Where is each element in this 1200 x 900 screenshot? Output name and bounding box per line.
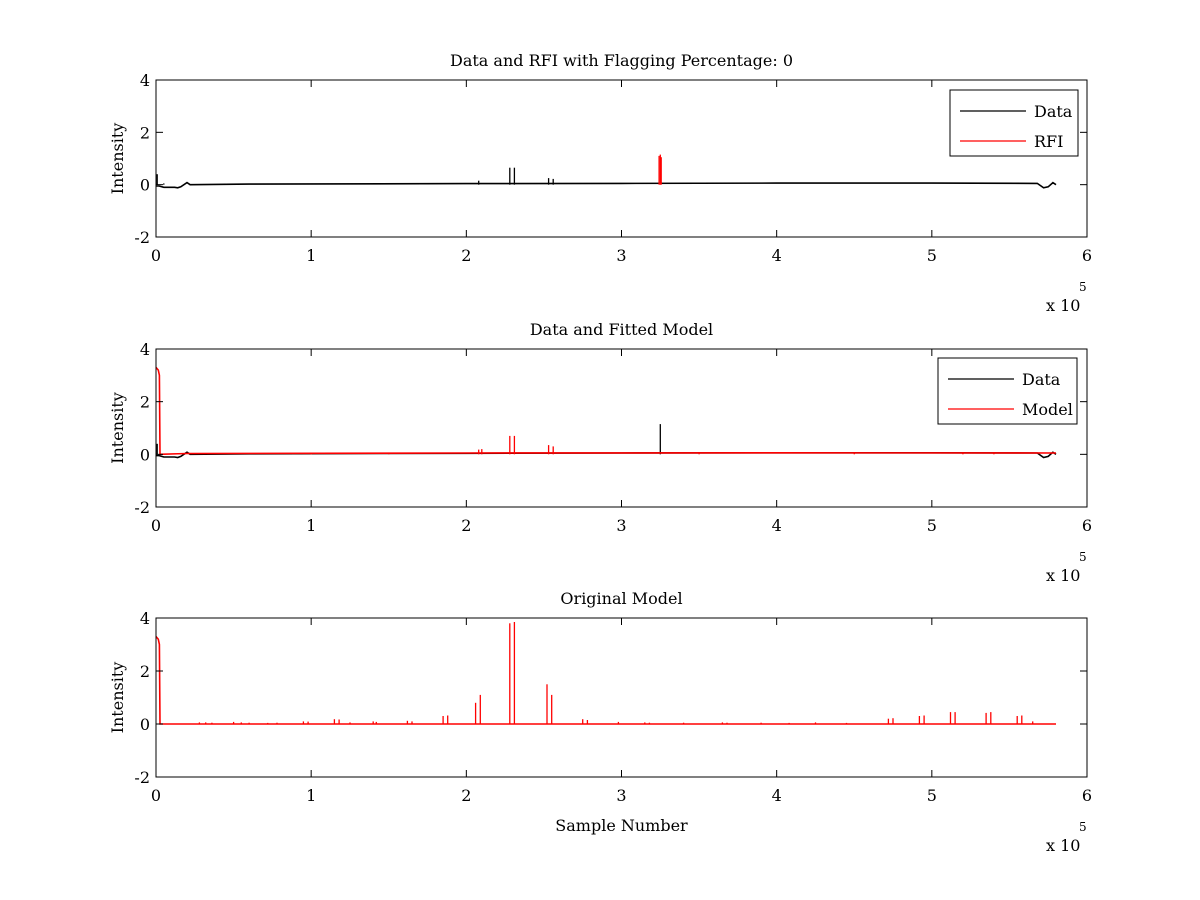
series-data-1 [156,167,1057,189]
x-tick-label: 5 [927,516,937,535]
x-multiplier-label: x 10 [1046,566,1080,585]
x-tick-label: 5 [927,786,937,805]
x-tick-label: 4 [772,246,782,265]
legend: Data Model [937,357,1078,425]
y-axis-label: Intensity [108,662,127,734]
x-tick-label: 3 [616,516,626,535]
x-tick-label: 0 [151,516,161,535]
chart-title: Data and Fitted Model [530,320,713,339]
x-tick-label: 1 [306,786,316,805]
y-tick-label: 0 [140,445,150,464]
legend: Data RFI [949,89,1079,157]
y-tick-label: -2 [134,228,150,247]
y-tick-label: -2 [134,498,150,517]
y-tick-label: 2 [140,662,150,681]
legend-entry: RFI [1034,132,1063,151]
series-line [155,366,1057,456]
y-axis-label: Intensity [108,123,127,195]
x-multiplier-exponent: 5 [1079,820,1087,834]
x-tick-label: 3 [616,786,626,805]
x-tick-label: 0 [151,246,161,265]
x-tick-label: 4 [772,786,782,805]
x-tick-label: 4 [772,516,782,535]
legend-entry: Data [1034,102,1073,121]
series-line [155,635,1056,725]
x-tick-label: 6 [1082,516,1092,535]
x-tick-label: 2 [461,246,471,265]
y-tick-label: -2 [134,768,150,787]
y-tick-label: 4 [140,609,150,628]
x-tick-label: 1 [306,516,316,535]
x-tick-label: 2 [461,786,471,805]
x-multiplier-label: x 10 [1046,296,1080,315]
x-tick-label: 3 [616,246,626,265]
y-axis-label: Intensity [108,392,127,464]
x-tick-label: 2 [461,516,471,535]
legend-entry: Data [1022,370,1061,389]
series-model-3 [155,622,1056,725]
chart-title: Data and RFI with Flagging Percentage: 0 [450,51,793,70]
x-tick-label: 6 [1082,786,1092,805]
y-tick-label: 4 [140,71,150,90]
x-multiplier-exponent: 5 [1079,550,1087,564]
x-axis-label: Sample Number [555,816,688,835]
chart-title: Original Model [560,589,682,608]
series-line [156,181,1057,189]
x-multiplier-label: x 10 [1046,836,1080,855]
x-multiplier-exponent: 5 [1079,280,1087,294]
legend-box [949,89,1079,157]
series-model-2 [155,366,1057,456]
legend-box [937,357,1078,425]
y-tick-label: 2 [140,393,150,412]
x-tick-label: 6 [1082,246,1092,265]
x-tick-label: 0 [151,786,161,805]
series-rfi-1 [658,154,662,185]
y-tick-label: 0 [140,715,150,734]
y-tick-label: 0 [140,176,150,195]
x-tick-label: 5 [927,246,937,265]
x-tick-label: 1 [306,246,316,265]
legend-entry: Model [1022,400,1073,419]
y-tick-label: 4 [140,340,150,359]
y-tick-label: 2 [140,123,150,142]
